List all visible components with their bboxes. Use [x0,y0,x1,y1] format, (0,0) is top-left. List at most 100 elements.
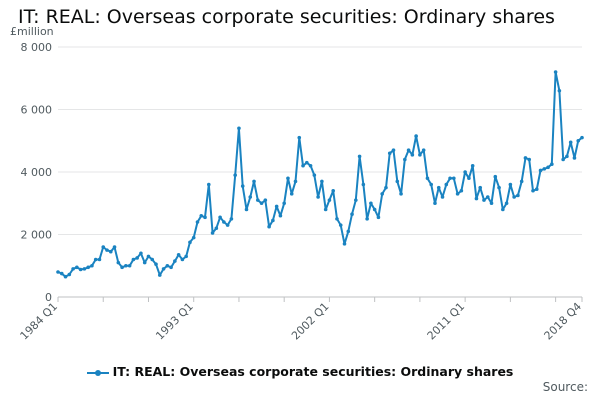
data-point [354,198,358,202]
data-point [418,153,422,157]
legend-swatch [86,368,109,378]
data-point [531,188,535,193]
x-tick-label: 2002 Q1 [289,300,332,343]
data-point [210,231,215,235]
data-point [406,148,411,152]
data-point [267,224,271,229]
data-point [380,192,385,196]
data-point [271,218,275,223]
data-point [399,192,403,196]
data-point [342,242,347,246]
data-point [369,201,373,206]
data-point [108,249,113,254]
data-point [248,195,253,199]
data-point [154,262,158,266]
data-point [233,173,237,177]
data-point [252,179,256,184]
data-point [116,260,121,265]
data-point [112,245,117,249]
data-point [493,174,498,179]
data-point [195,220,200,224]
data-point [97,257,102,262]
data-point [105,248,109,252]
data-point [312,173,317,177]
data-point [550,162,554,166]
data-point [448,176,452,181]
data-point [293,179,298,184]
data-point [222,220,226,224]
data-point [346,229,351,234]
data-point [512,195,516,199]
y-tick-label: 2 000 [21,229,53,242]
y-tick-label: 6 000 [21,104,53,117]
data-point [214,226,219,231]
data-point [489,201,494,206]
data-point [78,267,83,272]
data-point [459,188,464,193]
data-point [75,265,79,270]
data-point [169,265,173,270]
data-point [286,176,290,181]
data-point [565,154,569,159]
data-point [410,153,415,157]
data-point [497,185,501,190]
data-point [327,198,332,202]
data-point [180,257,185,262]
data-point [173,259,177,263]
data-point [82,267,87,271]
data-point [146,254,151,259]
chart-title: IT: REAL: Overseas corporate securities:… [18,6,555,28]
y-tick-label: 0 [45,291,52,304]
data-point [436,185,441,190]
data-point [237,126,241,131]
data-point [142,260,147,265]
data-point [335,217,339,221]
data-point [331,188,335,193]
data-point [56,270,60,274]
data-point [440,195,445,199]
data-point [534,187,539,191]
data-point [414,134,418,138]
data-point [557,88,562,93]
data-point [323,207,328,212]
data-point [576,138,581,143]
data-point [120,265,124,270]
data-point [572,156,577,160]
data-point [482,198,486,202]
data-point [191,235,196,240]
data-point [165,263,170,268]
data-point [553,70,558,74]
data-point [320,179,324,184]
data-point [199,213,204,218]
x-axis: 1984 Q1 1993 Q1 2002 Q1 2011 Q1 2018 Q4 [18,296,584,343]
data-point [308,163,313,168]
data-point [86,265,90,270]
data-point [289,192,294,196]
data-point [263,198,268,202]
data-point [384,185,388,190]
data-point [316,195,320,199]
data-point [131,257,136,262]
data-point [305,160,309,165]
data-point [516,193,520,198]
data-point [403,157,407,162]
data-point [244,207,249,212]
data-point [67,272,72,277]
data-point [580,135,584,140]
series-line [57,71,583,278]
source-label: Source: [542,380,588,394]
data-point [433,201,437,206]
data-point [421,148,426,152]
data-point [361,182,366,187]
data-point [452,176,456,181]
data-point [157,273,162,277]
data-point [391,148,396,152]
data-point [561,157,565,162]
x-tick-label: 2011 Q1 [425,300,468,343]
legend: IT: REAL: Overseas corporate securities:… [0,364,600,379]
data-point [184,254,188,259]
data-point [188,240,192,245]
y-tick-label: 8 000 [21,41,53,54]
data-point [365,217,369,221]
x-tick-label: 1993 Q1 [153,300,196,343]
